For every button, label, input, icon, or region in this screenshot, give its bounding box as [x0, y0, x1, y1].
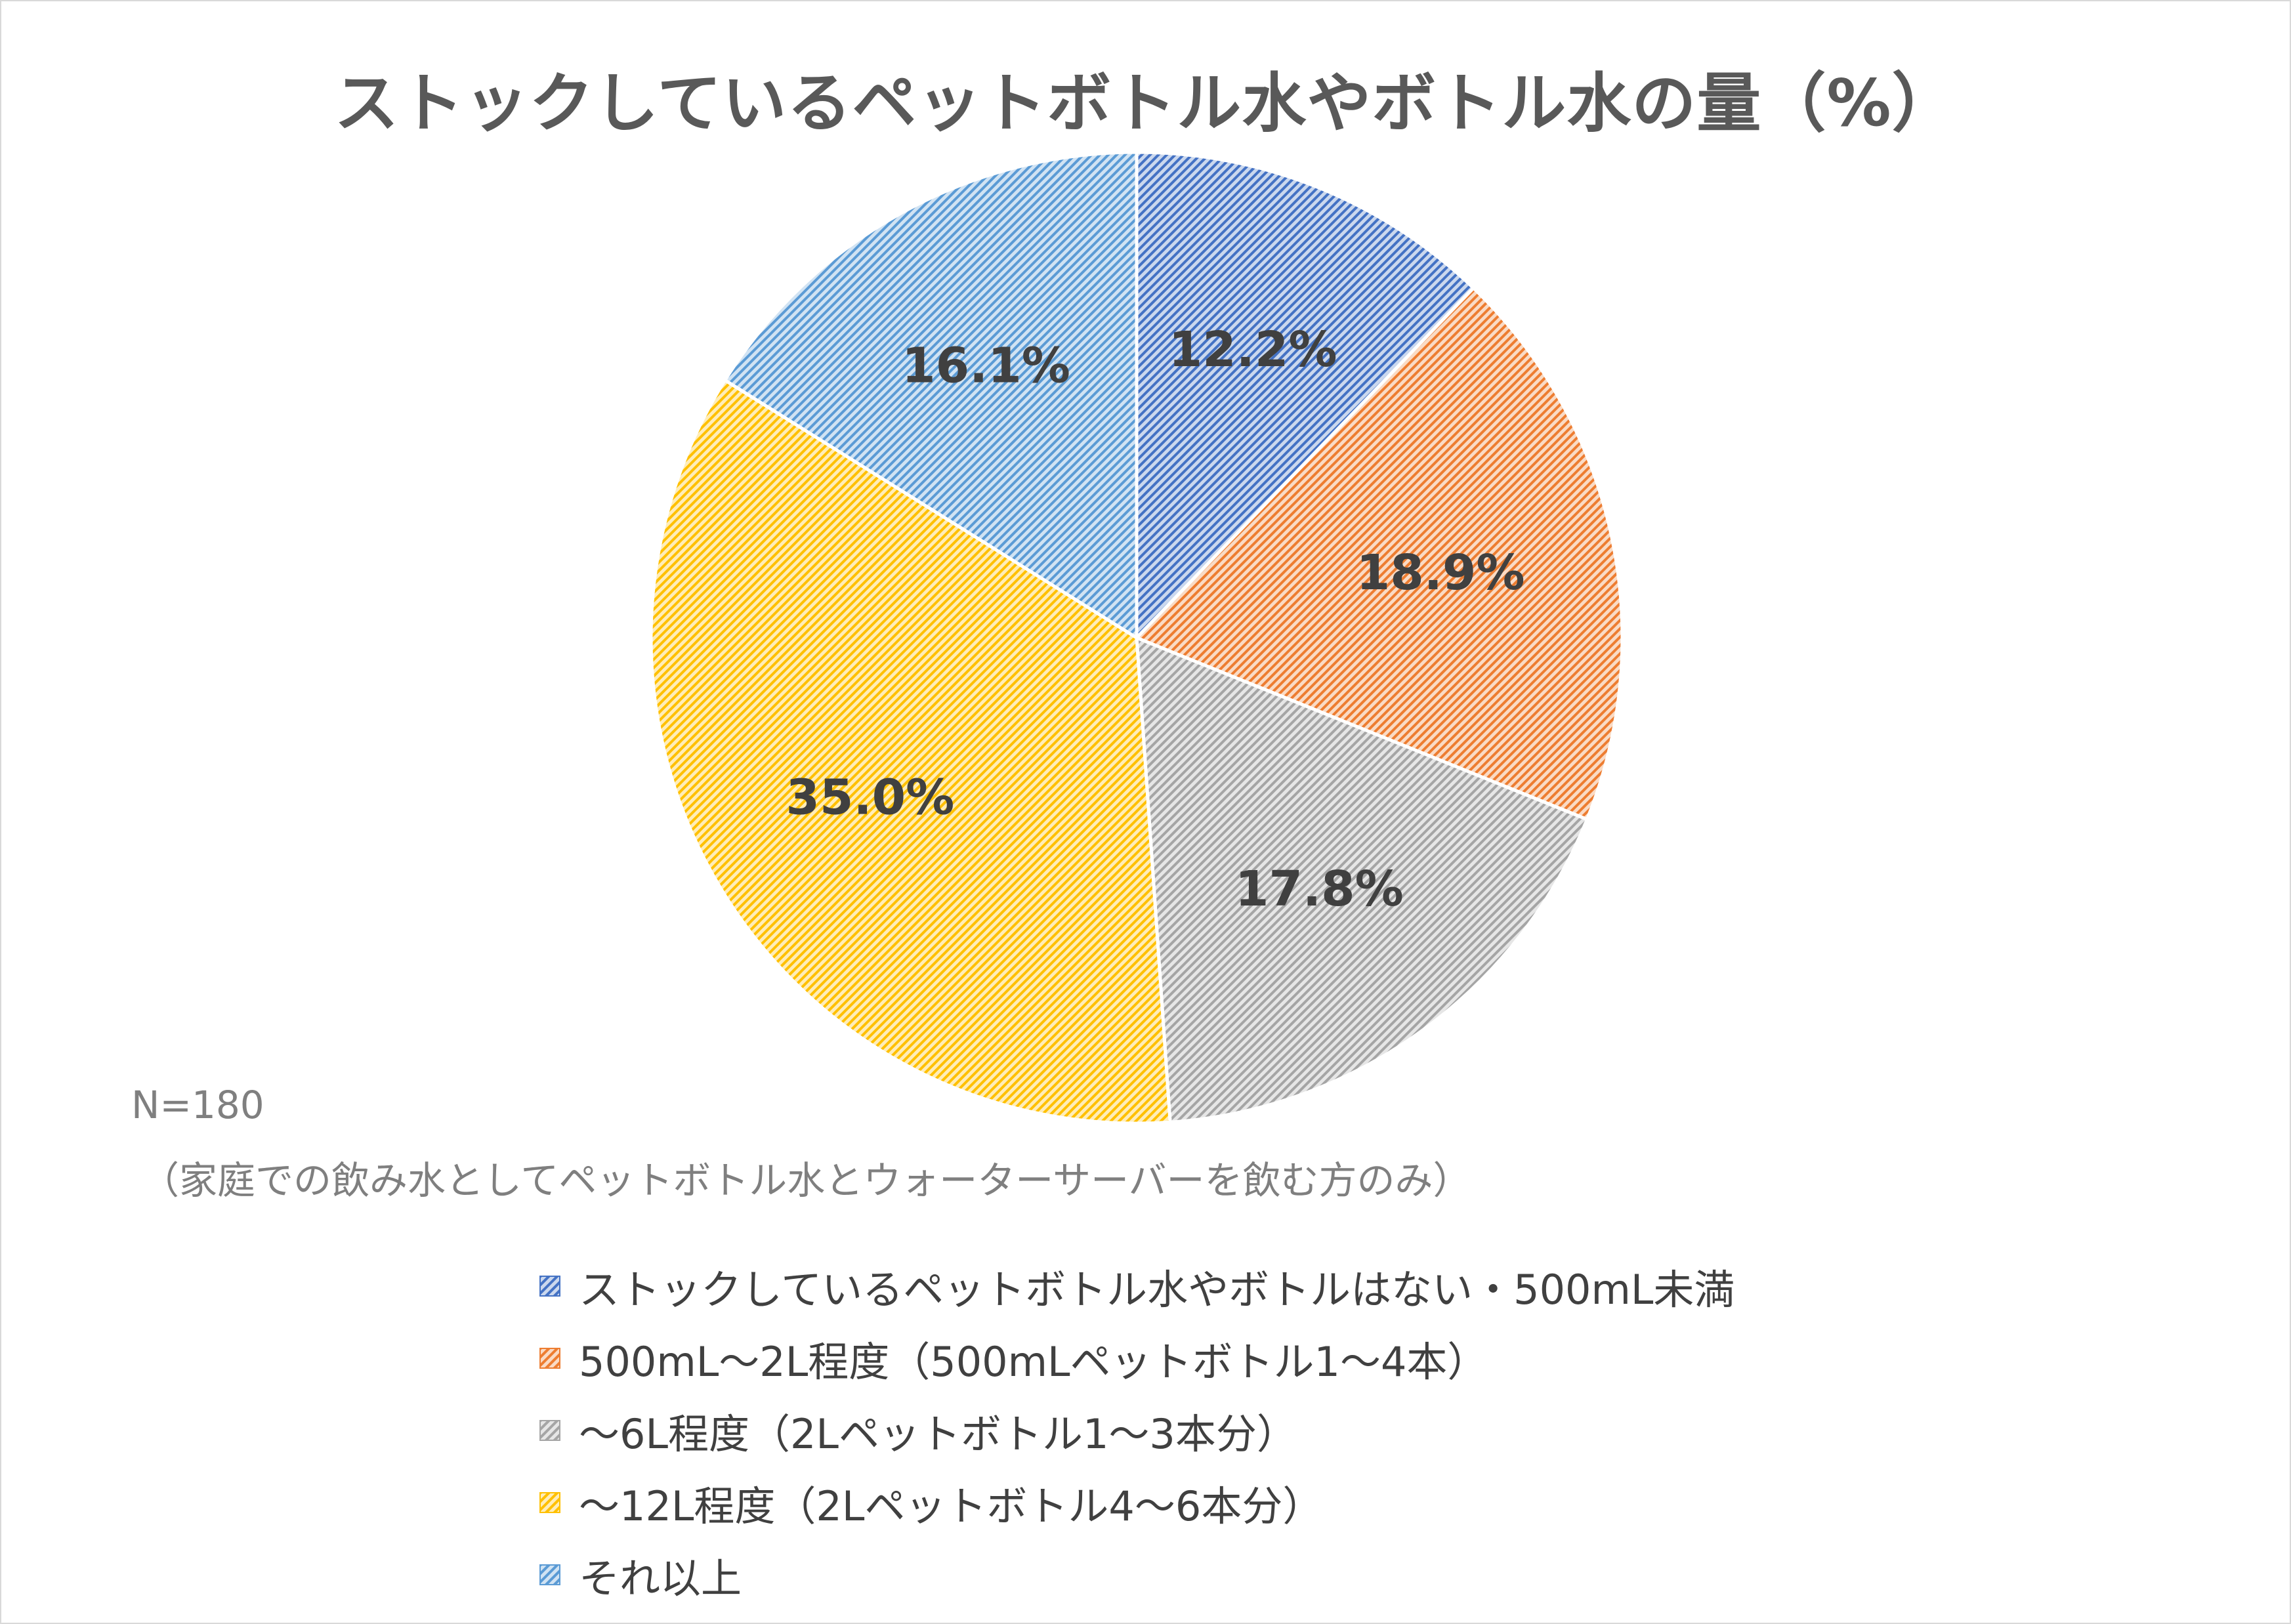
- legend-swatch-fill: [539, 1348, 560, 1369]
- legend-item: ～6L程度（2Lペットボトル1～3本分）: [539, 1394, 1734, 1467]
- legend: ストックしているペットボトル水やボトルはない・500mL未満 500mL～2L程…: [539, 1250, 1734, 1611]
- slice-value-label: 18.9%: [1356, 545, 1525, 601]
- legend-item: ストックしているペットボトル水やボトルはない・500mL未満: [539, 1250, 1734, 1322]
- slice-value-label: 35.0%: [786, 770, 955, 826]
- legend-swatch: [539, 1348, 560, 1369]
- legend-label: それ以上: [579, 1554, 742, 1602]
- legend-label: ストックしているペットボトル水やボトルはない・500mL未満: [579, 1266, 1735, 1314]
- sample-size-note: N=180: [131, 1083, 264, 1127]
- slice-value-label: 12.2%: [1169, 322, 1337, 378]
- legend-swatch: [539, 1564, 560, 1585]
- legend-item: ～12L程度（2Lペットボトル4～6本分）: [539, 1467, 1734, 1539]
- slice-value-label: 17.8%: [1235, 861, 1404, 917]
- pie-slice: [1135, 150, 1476, 642]
- pie-slices: [649, 150, 1624, 1125]
- legend-swatch-fill: [539, 1492, 560, 1513]
- legend-label: 500mL～2L程度（500mLペットボトル1～4本）: [579, 1338, 1488, 1386]
- legend-swatch-fill: [539, 1564, 560, 1585]
- legend-label: ～6L程度（2Lペットボトル1～3本分）: [579, 1410, 1297, 1458]
- pie-slice: [649, 377, 1172, 1125]
- legend-swatch-fill: [539, 1420, 560, 1441]
- legend-item: 500mL～2L程度（500mLペットボトル1～4本）: [539, 1322, 1734, 1394]
- chart-title: ストックしているペットボトル水やボトル水の量（%）: [334, 66, 1957, 141]
- pie-slice: [723, 150, 1139, 641]
- legend-swatch: [539, 1420, 560, 1441]
- legend-item: それ以上: [539, 1539, 1734, 1611]
- pie-value-labels: 12.2% 18.9% 17.8% 35.0% 16.1%: [786, 322, 1525, 917]
- legend-swatch: [539, 1276, 560, 1297]
- condition-note: （家庭での飲み水としてペットボトル水とウォーターサーバーを飲む方のみ）: [141, 1158, 1471, 1203]
- legend-swatch-fill: [539, 1276, 560, 1297]
- pie-slice: [1135, 635, 1589, 1124]
- slice-value-label: 16.1%: [902, 338, 1070, 394]
- legend-swatch: [539, 1492, 560, 1513]
- legend-label: ～12L程度（2Lペットボトル4～6本分）: [579, 1482, 1324, 1530]
